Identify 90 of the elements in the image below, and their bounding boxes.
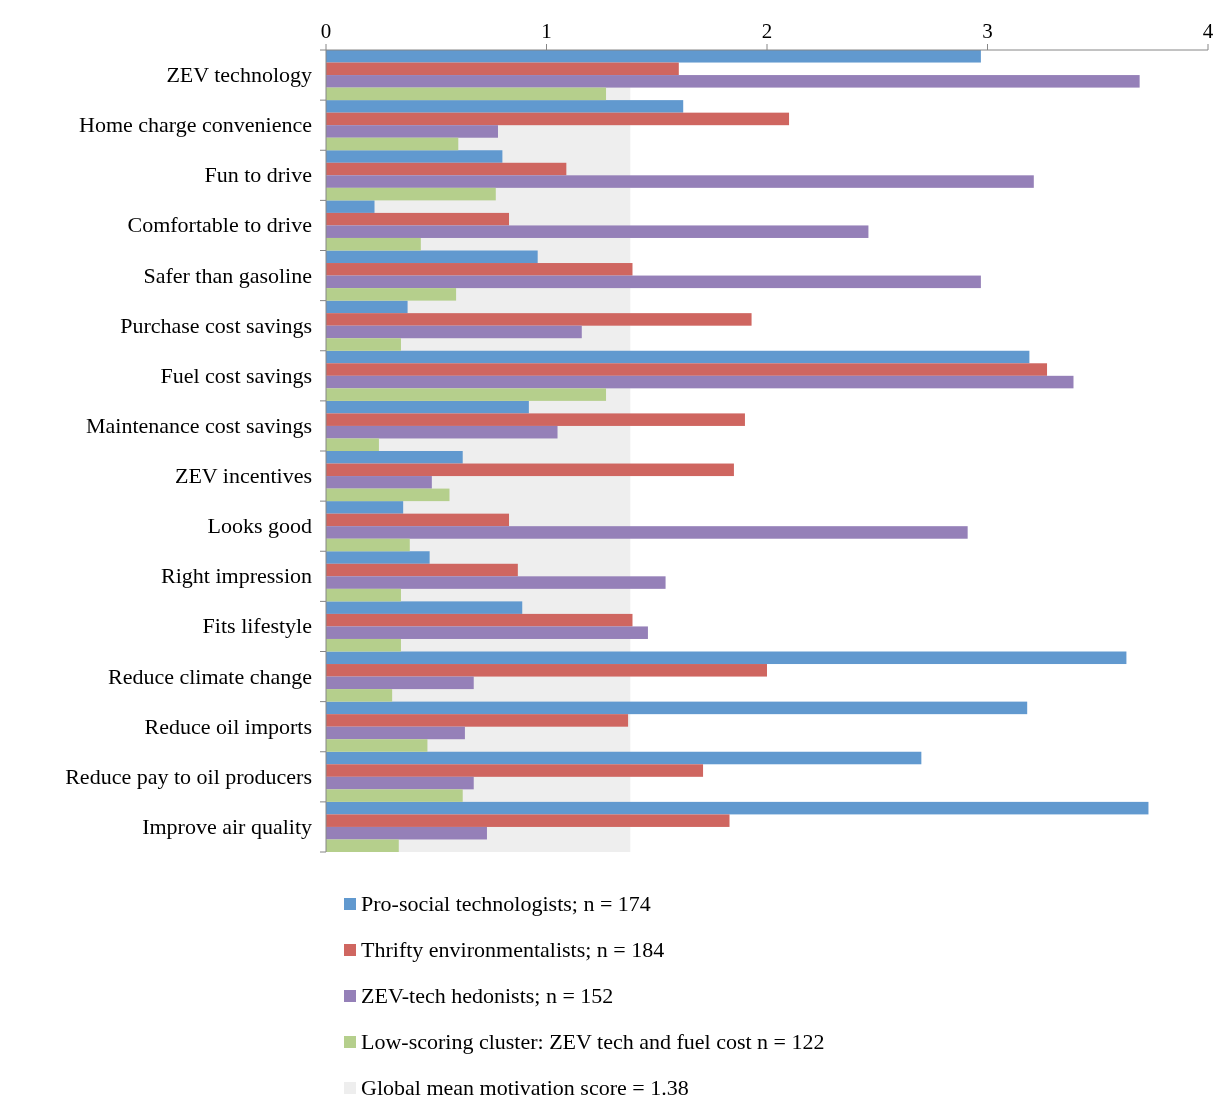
bar <box>326 137 459 151</box>
bar <box>326 413 745 426</box>
bar <box>326 451 463 464</box>
y-tick-label: Safer than gasoline <box>143 262 312 288</box>
bar <box>326 288 457 301</box>
y-tick-label: Maintenance cost savings <box>85 412 312 438</box>
y-tick-label: ZEV incentives <box>174 463 312 489</box>
bar <box>326 526 968 539</box>
x-tick-label: 0 <box>320 19 332 43</box>
y-tick-label: Reduce oil imports <box>144 713 312 739</box>
y-tick-label: Fits lifestyle <box>202 613 312 639</box>
y-tick-label: Fun to drive <box>204 162 312 188</box>
x-tick-label: 1 <box>541 19 552 43</box>
x-tick-label: 2 <box>761 19 773 43</box>
bar <box>326 726 465 740</box>
bar <box>326 325 582 339</box>
x-tick-label: 4 <box>1202 19 1214 43</box>
bar <box>326 162 567 176</box>
bar <box>326 112 790 126</box>
bar <box>326 263 633 276</box>
bar <box>326 438 379 451</box>
bar <box>326 501 404 514</box>
y-tick-label: Right impression <box>161 563 312 589</box>
y-tick-label: Fuel cost savings <box>160 362 312 388</box>
bar <box>326 300 408 314</box>
bar <box>326 563 518 577</box>
bar <box>326 551 430 564</box>
bar <box>326 626 648 639</box>
bar <box>326 751 922 765</box>
bar <box>326 476 432 489</box>
bar <box>326 363 1048 376</box>
bar <box>326 338 401 351</box>
bar <box>326 601 523 614</box>
y-tick-label: Reduce pay to oil producers <box>65 763 312 789</box>
bar <box>326 400 529 414</box>
bar <box>326 651 1127 665</box>
bar <box>326 613 633 627</box>
bar <box>326 350 1030 364</box>
legend-label: Low-scoring cluster: ZEV tech and fuel cost n = 122 <box>361 1029 825 1054</box>
bar <box>326 826 487 840</box>
bar <box>326 225 869 238</box>
bar <box>326 538 410 552</box>
legend-label: Thrifty environmentalists; n = 184 <box>361 937 665 962</box>
bar <box>326 62 679 76</box>
bar <box>326 463 734 477</box>
bar <box>326 212 510 226</box>
bar <box>326 388 607 401</box>
bar <box>326 313 752 326</box>
bar <box>326 789 463 802</box>
bar <box>326 689 393 702</box>
bar <box>326 588 401 602</box>
bar <box>326 638 401 652</box>
legend-label: Pro-social technologists; n = 174 <box>361 891 651 916</box>
bar <box>326 776 474 790</box>
bar <box>326 664 767 677</box>
bar <box>326 513 510 527</box>
y-tick-label: Improve air quality <box>142 813 312 839</box>
bar <box>326 250 538 264</box>
bar <box>326 714 629 727</box>
y-tick-label: Purchase cost savings <box>120 312 312 338</box>
x-tick-label: 3 <box>982 19 993 43</box>
bar <box>326 87 607 101</box>
bar <box>326 187 496 201</box>
bar <box>326 50 981 63</box>
bar <box>326 676 474 690</box>
bar <box>326 739 428 752</box>
bar <box>326 100 684 113</box>
legend-label: ZEV-tech hedonists; n = 152 <box>361 983 614 1008</box>
bar <box>326 764 704 777</box>
bar <box>326 175 1034 188</box>
y-tick-label: ZEV technology <box>166 62 312 88</box>
bar <box>326 425 558 439</box>
bar <box>326 200 375 213</box>
y-tick-label: Comfortable to drive <box>127 212 312 238</box>
bar <box>326 75 1140 88</box>
bar <box>326 839 399 852</box>
bar <box>326 237 421 251</box>
bar <box>326 125 498 138</box>
bar <box>326 576 666 589</box>
legend-label: Global mean motivation score = 1.38 <box>361 1075 689 1100</box>
bar <box>326 375 1074 389</box>
y-tick-label: Looks good <box>207 513 312 539</box>
bar <box>326 150 503 163</box>
bar <box>326 814 730 827</box>
y-tick-label: Reduce climate change <box>107 663 312 689</box>
bar <box>326 275 981 289</box>
bar <box>326 801 1149 815</box>
bar <box>326 701 1028 715</box>
y-tick-label: Home charge convenience <box>79 112 312 138</box>
bar <box>326 488 450 502</box>
